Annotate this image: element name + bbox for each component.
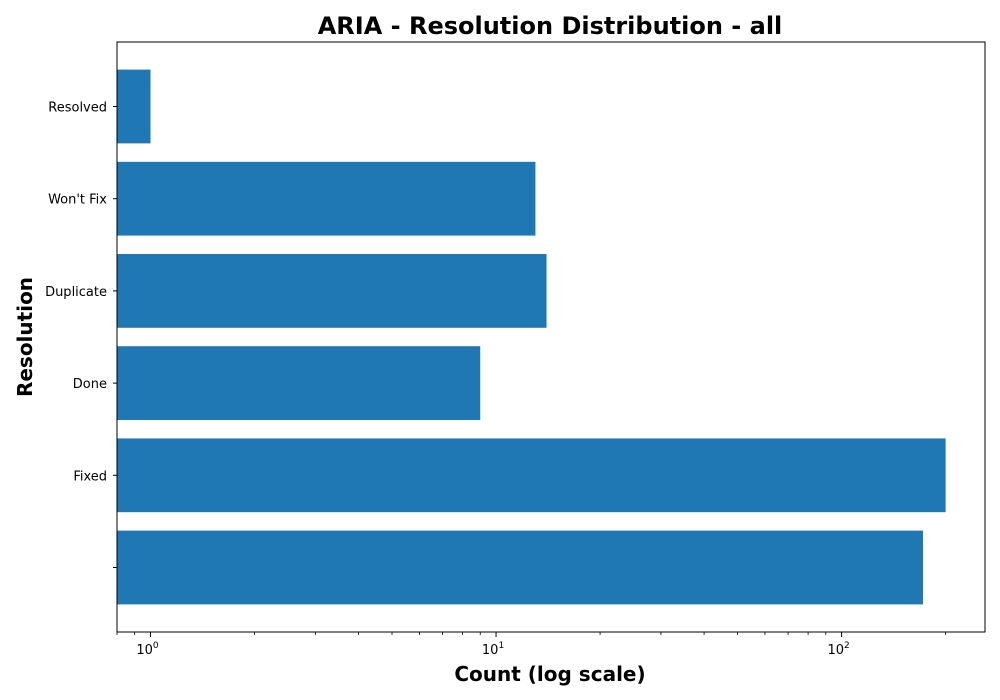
y-tick-label: Duplicate [45, 285, 107, 300]
x-tick-label: 100 [136, 641, 159, 658]
chart-title: ARIA - Resolution Distribution - all [318, 12, 783, 40]
y-axis-ticks: Fixed Done Duplicate Won't Fix Resolved [45, 101, 117, 568]
bar-resolved [117, 69, 151, 144]
plot-area-frame [116, 41, 986, 633]
x-tick-label: 102 [827, 641, 849, 658]
x-axis-ticks: 100 101 102 [116, 632, 947, 658]
bar-fixed [117, 438, 946, 513]
y-tick-label: Won't Fix [48, 193, 107, 208]
x-tick-label: 101 [482, 641, 504, 658]
y-tick-label: Resolved [48, 101, 107, 116]
bar-duplicate [117, 254, 547, 328]
y-tick-label: Done [73, 377, 107, 392]
y-axis-label: Resolution [13, 277, 37, 397]
y-tick-label: Fixed [73, 469, 107, 484]
x-axis-label: Count (log scale) [454, 662, 645, 686]
bar-won-t-fix [117, 161, 536, 236]
bar-done [117, 346, 481, 420]
bar-blank [117, 530, 923, 605]
bars-group [117, 69, 946, 605]
